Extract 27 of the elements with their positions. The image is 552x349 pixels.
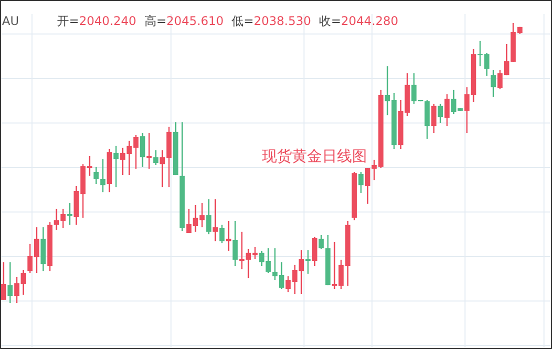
candlestick [212, 198, 218, 242]
candlestick [431, 103, 436, 134]
candlestick [94, 166, 99, 185]
annotation: 高=2045.610 [144, 14, 224, 28]
candlestick [206, 198, 212, 235]
candlestick [113, 145, 119, 188]
candlestick [140, 132, 146, 168]
candlestick [0, 261, 6, 301]
annotation: AU [2, 14, 19, 28]
candlestick [232, 220, 238, 267]
candlestick [67, 202, 72, 226]
candlestick [8, 261, 13, 304]
annotation: 低=2038.530 [232, 14, 311, 28]
candlestick [444, 93, 450, 127]
candlestick [153, 149, 158, 166]
annotation: 收=2044.280 [318, 14, 398, 28]
annotation: 开=2040.240 [57, 14, 136, 28]
candlestick [312, 236, 318, 267]
candlestick [219, 224, 225, 244]
candlestick [146, 132, 152, 170]
candlestick [358, 171, 364, 194]
candlestick [490, 69, 496, 98]
candlestick [100, 158, 106, 193]
candlestick [318, 234, 324, 250]
text: 现货黄金日线图 [262, 147, 367, 165]
candlestick [438, 103, 444, 124]
candlestick [305, 249, 311, 275]
